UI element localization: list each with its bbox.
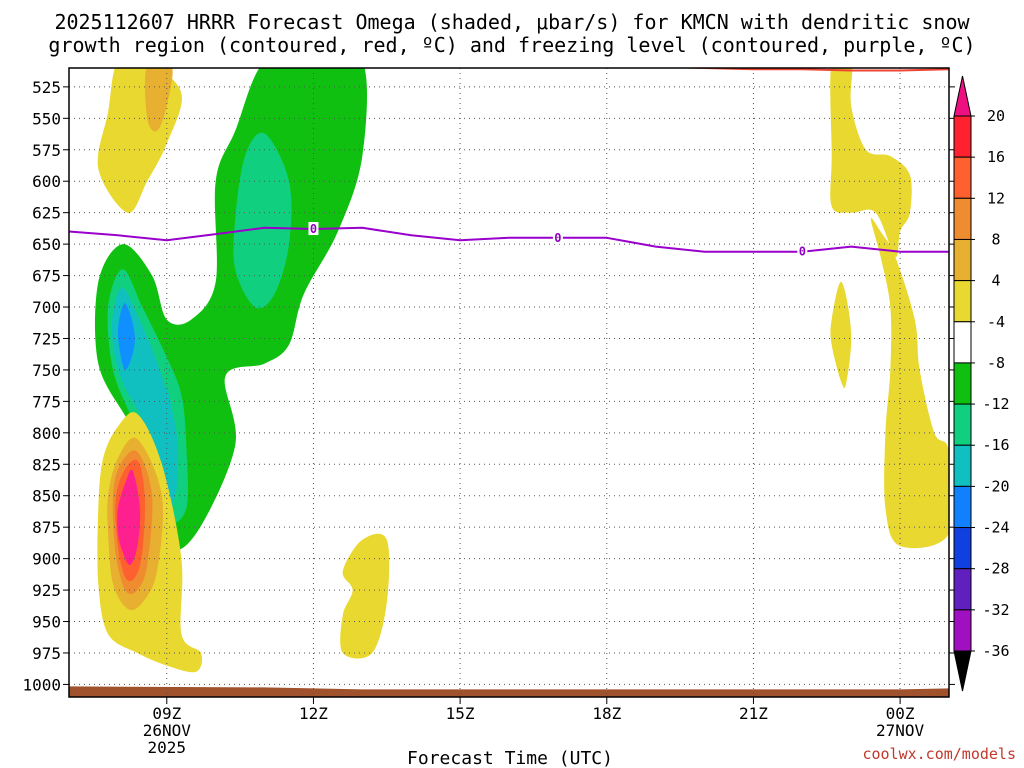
- freezing-label-bg-2: [797, 244, 808, 258]
- plot-frame: [68, 67, 950, 698]
- y-tick-label-650: 650: [32, 235, 61, 254]
- chart-title-line-2: growth region (contoured, red, ºC) and f…: [48, 33, 975, 57]
- colorbar-band-2: [953, 197, 972, 240]
- grid-lines: [69, 68, 949, 697]
- y-tick-label-800: 800: [32, 424, 61, 443]
- omega-region-pos4-16: [830, 281, 852, 389]
- x-tick-label-15Z: 15Z: [446, 704, 475, 723]
- y-tick-label-575: 575: [32, 141, 61, 160]
- y-tick-label-1000: 1000: [22, 675, 61, 694]
- colorbar-label-8: -16: [982, 436, 1009, 454]
- colorbar-band-7: [953, 403, 972, 446]
- plot-area: [69, 68, 949, 697]
- colorbar-label-13: -36: [982, 642, 1009, 660]
- colorbar-band-11: [953, 568, 972, 611]
- colorbar-band-12: [953, 609, 972, 652]
- chart-title-line-1: 2025112607 HRRR Forecast Omega (shaded, …: [54, 10, 970, 34]
- colorbar-label-3: 8: [991, 230, 1000, 248]
- credit-link[interactable]: coolwx.com/models: [862, 745, 1016, 763]
- colorbar-band-0: [953, 115, 972, 158]
- colorbar-band-9: [953, 485, 972, 529]
- y-tick-label-950: 950: [32, 613, 61, 632]
- colorbar-label-5: -4: [987, 313, 1005, 331]
- omega-region-pos8-1: [144, 68, 173, 132]
- y-tick-label-700: 700: [32, 298, 61, 317]
- colorbar-label-7: -12: [982, 395, 1009, 413]
- y-tick-label-525: 525: [32, 78, 61, 97]
- y-tick-label-675: 675: [32, 267, 61, 286]
- freezing-level-label-0: 0: [310, 222, 317, 236]
- omega-region-pos4-14: [830, 68, 912, 257]
- x-tick-label-21Z: 21Z: [739, 704, 768, 723]
- freezing-level-label-2: 0: [799, 245, 806, 259]
- colorbar-label-6: -8: [987, 354, 1005, 372]
- y-tick-label-625: 625: [32, 204, 61, 223]
- colorbar-label-0: 20: [987, 107, 1005, 125]
- y-tick-label-775: 775: [32, 392, 61, 411]
- y-tick-label-850: 850: [32, 487, 61, 506]
- omega-region-pos4-15: [870, 218, 949, 549]
- colorbar-label-2: 12: [987, 189, 1005, 207]
- y-tick-label-900: 900: [32, 550, 61, 569]
- omega-region-pos4-13: [340, 533, 390, 659]
- y-tick-label-975: 975: [32, 644, 61, 663]
- colorbar-band-6: [953, 362, 972, 405]
- y-tick-label-725: 725: [32, 329, 61, 348]
- colorbar-label-11: -28: [982, 560, 1009, 578]
- colorbar-band-5: [953, 321, 972, 364]
- omega-region-neg12-7: [156, 388, 175, 478]
- x-tick-date-09Z: 26NOV: [143, 721, 192, 740]
- x-tick-label-12Z: 12Z: [299, 704, 328, 723]
- x-tick-label-09Z: 09Z: [152, 704, 181, 723]
- y-tick-label-750: 750: [32, 361, 61, 380]
- colorbar-band-1: [953, 156, 972, 199]
- freezing-level-label-1: 0: [554, 231, 561, 245]
- ground-surface: [69, 686, 949, 697]
- colorbar-band-4: [953, 280, 972, 323]
- freezing-label-bg-1: [552, 230, 563, 244]
- colorbar-band-3: [953, 238, 972, 282]
- colorbar-band-8: [953, 444, 972, 487]
- x-tick-label-00Z: 00Z: [886, 704, 915, 723]
- y-tick-label-550: 550: [32, 109, 61, 128]
- y-tick-label-600: 600: [32, 172, 61, 191]
- y-tick-label-825: 825: [32, 455, 61, 474]
- x-tick-date-00Z: 27NOV: [876, 721, 925, 740]
- contour-lines: 0 0 0: [69, 68, 949, 259]
- colorbar-label-1: 16: [987, 148, 1005, 166]
- colorbar-top-arrow: [953, 75, 972, 117]
- colorbar-label-12: -32: [982, 601, 1009, 619]
- omega-region-pos20-12: [117, 469, 141, 565]
- freezing-label-bg-0: [308, 222, 319, 236]
- colorbar-bottom-arrow: [953, 650, 972, 692]
- omega-region-neg8-3: [233, 132, 292, 309]
- y-axis: 525 550 575 600 625 650 675 700 725 750 775 800 825 8…: [22, 78, 955, 694]
- colorbar-label-10: -24: [982, 519, 1009, 537]
- colorbar-band-10: [953, 527, 972, 570]
- y-tick-label-875: 875: [32, 518, 61, 537]
- x-axis-title: Forecast Time (UTC): [407, 748, 613, 768]
- omega-region-neg16-6: [117, 303, 135, 370]
- x-tick-year-09Z: 2025: [148, 738, 187, 757]
- y-tick-label-925: 925: [32, 581, 61, 600]
- colorbar-label-9: -20: [982, 477, 1009, 495]
- x-tick-label-18Z: 18Z: [592, 704, 621, 723]
- colorbar-label-4: 4: [991, 272, 1000, 290]
- dgz-contour: [666, 68, 949, 72]
- colorbar: 20 16 12 8 4 -4 -8 -12 -16 -20 -24 -28 -32 -36: [953, 75, 1010, 692]
